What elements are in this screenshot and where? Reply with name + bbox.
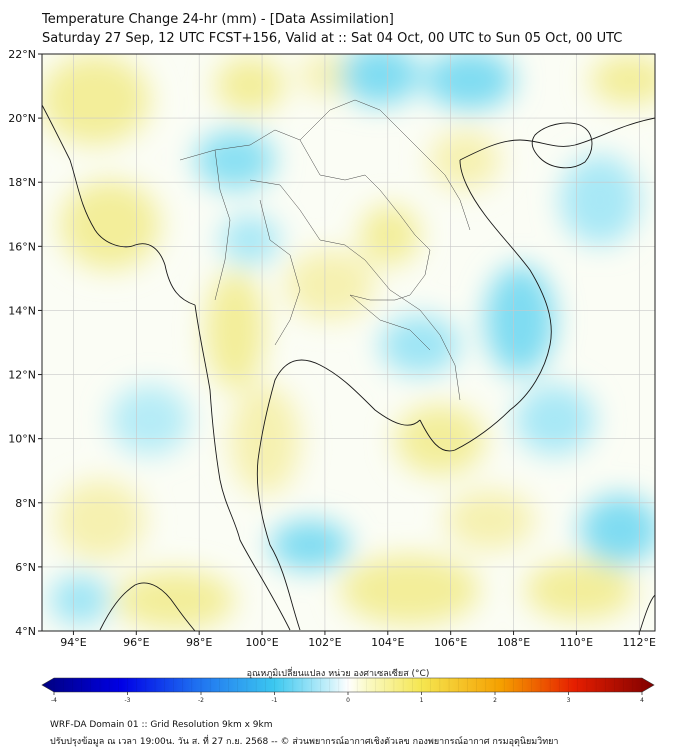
lat-tick-label: 6°N (15, 561, 36, 574)
colorbar-tick-label: 2 (493, 697, 497, 704)
lon-tick-label: 112°E (623, 636, 656, 649)
lat-tick-label: 20°N (8, 112, 36, 125)
colorbar-tick-label: 4 (640, 697, 644, 704)
colorbar-tick-label: 1 (420, 697, 424, 704)
colorbar-ticks: -4 -3 -2 -1 0 1 2 3 4 (51, 678, 644, 704)
lon-tick-label: 106°E (434, 636, 467, 649)
longitude-axis: 94°E 96°E 98°E 100°E 102°E 104°E 106°E 108°E 110… (60, 631, 656, 649)
colorbar-tick-label: -2 (198, 697, 204, 704)
colorbar-tick-label: 3 (567, 697, 571, 704)
lon-tick-label: 98°E (186, 636, 212, 649)
lon-tick-label: 102°E (308, 636, 341, 649)
map-subtitle: Saturday 27 Sep, 12 UTC FCST+156, Valid … (42, 31, 623, 46)
lon-tick-label: 108°E (497, 636, 530, 649)
lat-tick-label: 10°N (8, 433, 36, 446)
colorbar-tick-label: -3 (125, 697, 131, 704)
lat-tick-label: 12°N (8, 369, 36, 382)
colorbar-tick-label: 0 (346, 697, 350, 704)
colorbar-tick-label: -1 (272, 697, 278, 704)
plot-frame (41, 53, 656, 632)
lon-tick-label: 110°E (560, 636, 593, 649)
latitude-axis: 4°N 6°N 8°N 10°N 12°N 14°N 16°N 18°N 20°N 22°N (8, 48, 42, 638)
footer-model-info: WRF-DA Domain 01 :: Grid Resolution 9km … (50, 720, 273, 730)
coastlines (42, 104, 655, 631)
footer-credit: ปรับปรุงข้อมูล ณ เวลา 19:00น. วัน ส. ที่… (50, 737, 559, 747)
lat-tick-label: 14°N (8, 304, 36, 317)
lat-tick-label: 18°N (8, 176, 36, 189)
map-title: Temperature Change 24-hr (mm) - [Data As… (42, 12, 394, 27)
temperature-field (42, 54, 655, 631)
lon-tick-label: 100°E (245, 636, 278, 649)
colorbar-label: อุณหภูมิเปลี่ยนแปลง หน่วย องศาเซลเซียส (… (246, 669, 430, 679)
colorbar: -4 -3 -2 -1 0 1 2 3 4 (41, 677, 655, 704)
lon-tick-label: 94°E (60, 636, 86, 649)
lon-tick-label: 104°E (371, 636, 404, 649)
admin-borders (179, 99, 471, 401)
lat-tick-label: 4°N (15, 625, 36, 638)
lat-tick-label: 22°N (8, 48, 36, 61)
lat-tick-label: 8°N (15, 497, 36, 510)
lon-tick-label: 96°E (123, 636, 149, 649)
lat-tick-label: 16°N (8, 240, 36, 253)
colorbar-tick-label: -4 (51, 697, 57, 704)
graticule (42, 54, 655, 631)
